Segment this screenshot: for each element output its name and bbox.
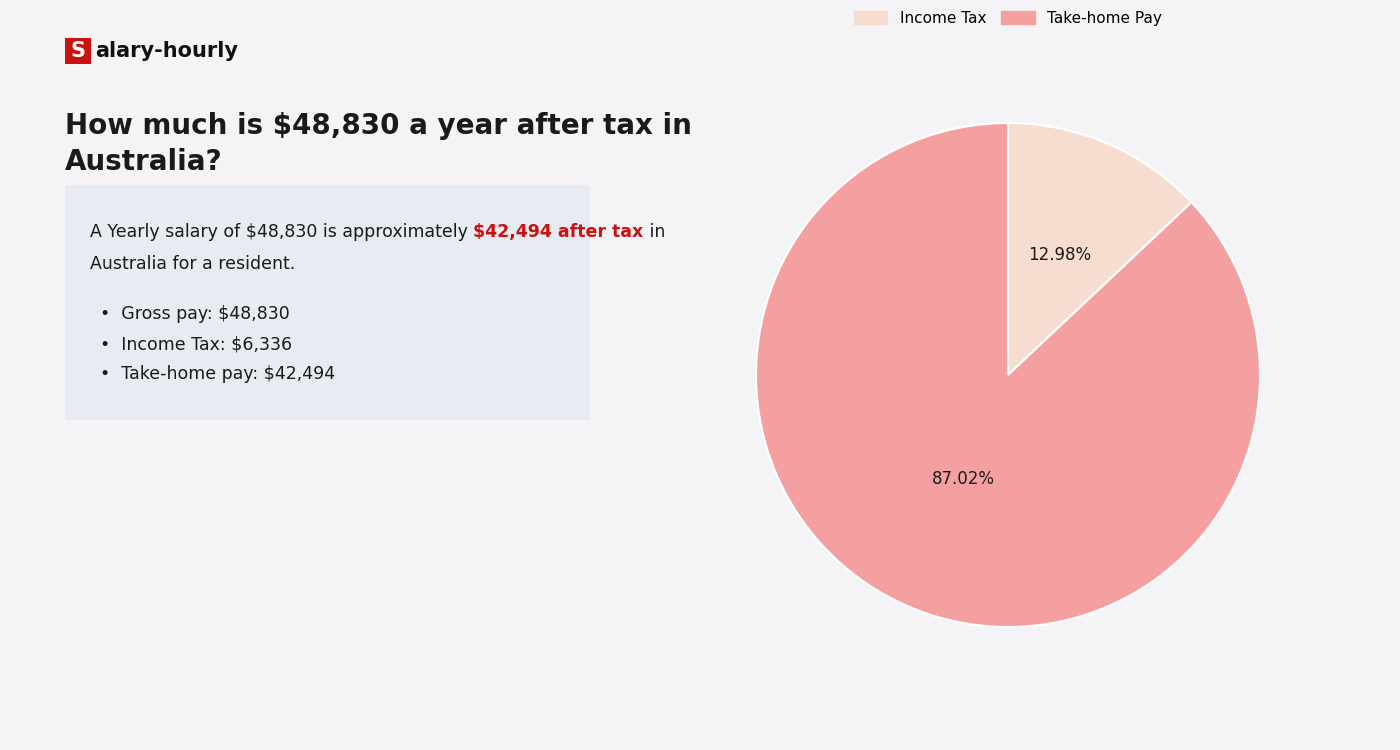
Legend: Income Tax, Take-home Pay: Income Tax, Take-home Pay	[848, 4, 1168, 32]
Text: Australia?: Australia?	[64, 148, 223, 176]
FancyBboxPatch shape	[64, 38, 91, 64]
Text: 12.98%: 12.98%	[1029, 246, 1092, 264]
Wedge shape	[756, 123, 1260, 627]
Text: S: S	[70, 41, 85, 61]
FancyBboxPatch shape	[64, 185, 589, 420]
Text: •  Income Tax: $6,336: • Income Tax: $6,336	[99, 335, 293, 353]
Wedge shape	[1008, 123, 1191, 375]
Text: alary-hourly: alary-hourly	[95, 41, 238, 61]
Text: How much is $48,830 a year after tax in: How much is $48,830 a year after tax in	[64, 112, 692, 140]
Text: 87.02%: 87.02%	[931, 470, 994, 488]
Text: Australia for a resident.: Australia for a resident.	[90, 255, 295, 273]
Text: •  Gross pay: $48,830: • Gross pay: $48,830	[99, 305, 290, 323]
Text: $42,494 after tax: $42,494 after tax	[473, 223, 644, 241]
Text: in: in	[644, 223, 665, 241]
Text: •  Take-home pay: $42,494: • Take-home pay: $42,494	[99, 365, 335, 383]
Text: A Yearly salary of $48,830 is approximately: A Yearly salary of $48,830 is approximat…	[90, 223, 473, 241]
